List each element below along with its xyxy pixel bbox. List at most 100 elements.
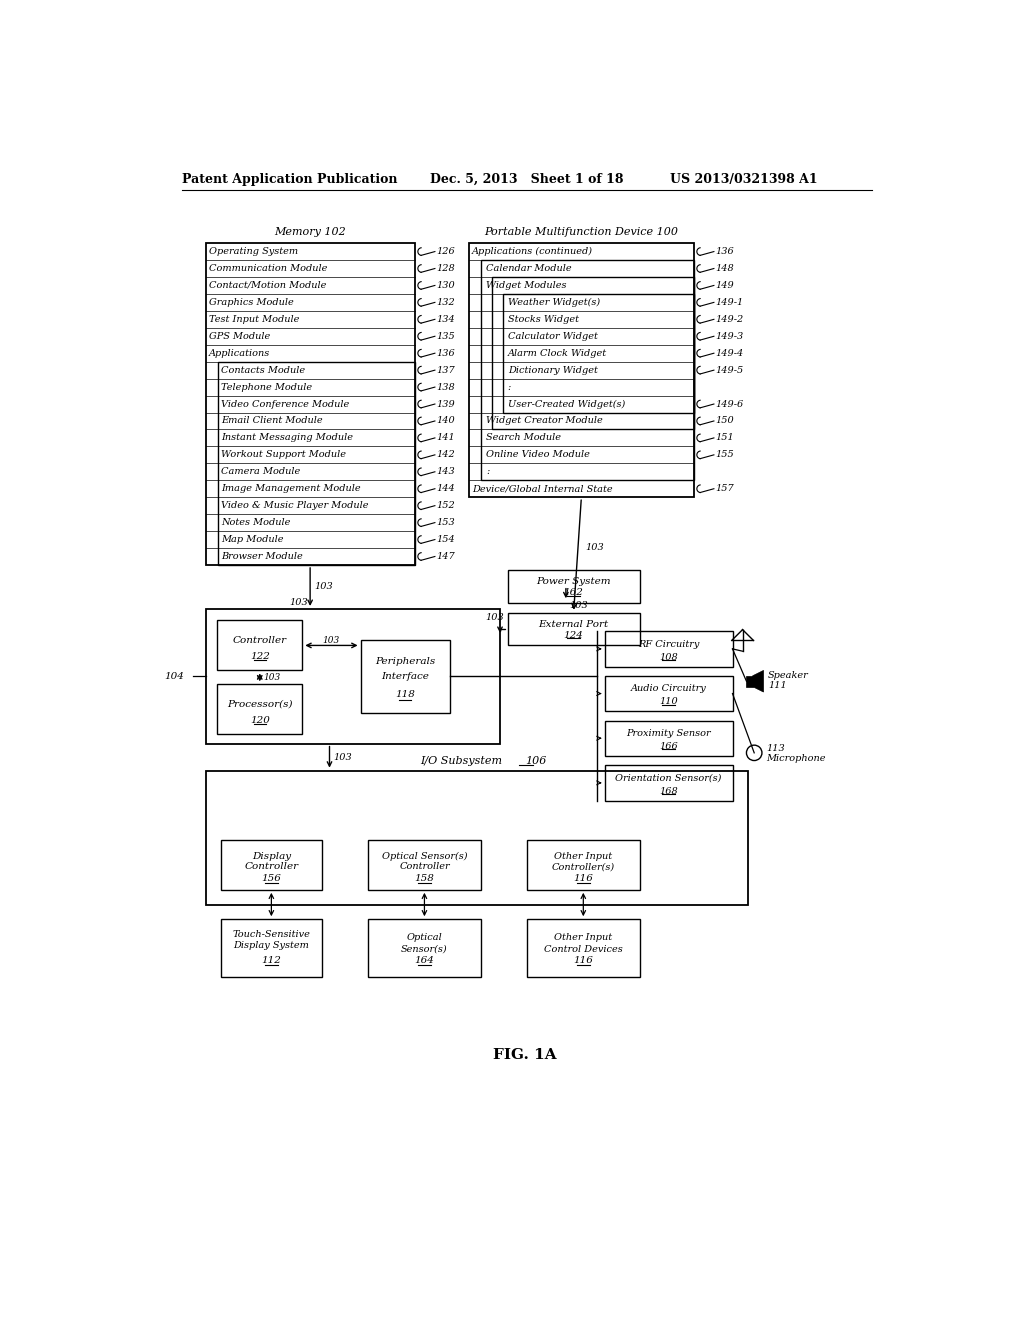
Text: Portable Multifunction Device 100: Portable Multifunction Device 100 xyxy=(484,227,678,238)
Text: 149: 149 xyxy=(716,281,734,290)
Bar xyxy=(604,721,732,756)
Text: 148: 148 xyxy=(716,264,734,273)
Text: Widget Creator Module: Widget Creator Module xyxy=(486,417,603,425)
Text: Weather Widget(s): Weather Widget(s) xyxy=(508,298,600,308)
Text: Calendar Module: Calendar Module xyxy=(486,264,571,273)
Text: Calculator Widget: Calculator Widget xyxy=(508,331,598,341)
Text: 149-3: 149-3 xyxy=(716,331,743,341)
Text: 151: 151 xyxy=(716,433,734,442)
Text: Controller: Controller xyxy=(399,862,450,871)
Text: 149-1: 149-1 xyxy=(716,298,743,306)
Text: Email Client Module: Email Client Module xyxy=(221,417,323,425)
Text: 116: 116 xyxy=(573,874,593,883)
Text: 154: 154 xyxy=(436,535,456,544)
Text: Graphics Module: Graphics Module xyxy=(209,298,293,306)
Text: 166: 166 xyxy=(659,742,678,751)
Text: Microphone: Microphone xyxy=(767,754,826,763)
Text: 144: 144 xyxy=(436,484,456,494)
Bar xyxy=(527,919,640,977)
Text: 158: 158 xyxy=(415,874,434,883)
Text: 103: 103 xyxy=(263,673,281,682)
Text: 141: 141 xyxy=(436,433,456,442)
Text: Display System: Display System xyxy=(233,941,309,950)
Text: Communication Module: Communication Module xyxy=(209,264,327,273)
Bar xyxy=(493,277,693,429)
Text: 153: 153 xyxy=(436,519,456,527)
Text: 149-6: 149-6 xyxy=(716,400,743,408)
Text: 168: 168 xyxy=(659,787,678,796)
Text: Patent Application Publication: Patent Application Publication xyxy=(182,173,397,186)
Bar xyxy=(360,640,450,713)
Text: FIG. 1A: FIG. 1A xyxy=(493,1048,557,1063)
Bar xyxy=(503,294,693,412)
Text: 164: 164 xyxy=(415,956,434,965)
Text: Contacts Module: Contacts Module xyxy=(221,366,305,375)
Text: Control Devices: Control Devices xyxy=(544,945,623,953)
Text: Image Management Module: Image Management Module xyxy=(221,484,360,494)
Text: Online Video Module: Online Video Module xyxy=(486,450,590,459)
Text: 103: 103 xyxy=(289,598,308,607)
Text: Audio Circuitry: Audio Circuitry xyxy=(631,685,707,693)
Text: 111: 111 xyxy=(768,681,786,690)
Text: 103: 103 xyxy=(323,635,340,644)
Text: 138: 138 xyxy=(436,383,456,392)
Text: 136: 136 xyxy=(436,348,456,358)
Text: 103: 103 xyxy=(334,752,352,762)
Bar xyxy=(527,840,640,890)
Bar xyxy=(469,243,693,498)
Text: User-Created Widget(s): User-Created Widget(s) xyxy=(508,400,625,409)
Text: 130: 130 xyxy=(436,281,456,290)
Bar xyxy=(369,919,480,977)
Text: Video Conference Module: Video Conference Module xyxy=(221,400,349,408)
Text: I/O Subsystem: I/O Subsystem xyxy=(420,756,502,767)
Text: 137: 137 xyxy=(436,366,456,375)
Bar xyxy=(217,684,302,734)
Text: Other Input: Other Input xyxy=(554,851,612,861)
Text: Dec. 5, 2013   Sheet 1 of 18: Dec. 5, 2013 Sheet 1 of 18 xyxy=(430,173,624,186)
Text: Contact/Motion Module: Contact/Motion Module xyxy=(209,281,326,290)
Text: Interface: Interface xyxy=(381,672,429,681)
Text: 108: 108 xyxy=(659,652,678,661)
Bar xyxy=(604,676,732,711)
Text: 124: 124 xyxy=(563,631,584,640)
Text: Touch-Sensitive: Touch-Sensitive xyxy=(232,929,310,939)
Text: :: : xyxy=(508,383,511,392)
Bar xyxy=(217,620,302,671)
Text: 116: 116 xyxy=(573,956,593,965)
Text: Sensor(s): Sensor(s) xyxy=(401,945,447,953)
Bar xyxy=(206,609,500,743)
Text: Other Input: Other Input xyxy=(554,933,612,942)
Text: 149-4: 149-4 xyxy=(716,348,743,358)
Text: Stocks Widget: Stocks Widget xyxy=(508,315,579,323)
Text: 103: 103 xyxy=(569,601,589,610)
Text: Notes Module: Notes Module xyxy=(221,519,291,527)
Text: 110: 110 xyxy=(659,697,678,706)
Text: Peripherals: Peripherals xyxy=(375,657,435,667)
Text: Widget Modules: Widget Modules xyxy=(486,281,566,290)
Text: 122: 122 xyxy=(250,652,269,661)
Text: 104: 104 xyxy=(164,672,183,681)
Text: 156: 156 xyxy=(261,874,282,883)
Text: Browser Module: Browser Module xyxy=(221,552,303,561)
Text: 140: 140 xyxy=(436,417,456,425)
Text: Power System: Power System xyxy=(537,577,611,586)
Bar xyxy=(369,840,480,890)
Bar xyxy=(221,840,322,890)
Text: 136: 136 xyxy=(716,247,734,256)
Text: Controller: Controller xyxy=(232,636,287,645)
Text: 149-2: 149-2 xyxy=(716,315,743,323)
Text: 157: 157 xyxy=(716,484,734,494)
Text: 103: 103 xyxy=(586,543,604,552)
Text: Proximity Sensor: Proximity Sensor xyxy=(627,729,711,738)
Text: 126: 126 xyxy=(436,247,456,256)
Text: Search Module: Search Module xyxy=(486,433,561,442)
Text: RF Circuitry: RF Circuitry xyxy=(638,640,699,649)
Text: Display: Display xyxy=(252,851,291,861)
Text: Dictionary Widget: Dictionary Widget xyxy=(508,366,598,375)
Bar xyxy=(604,631,732,667)
Text: 113: 113 xyxy=(767,743,785,752)
Text: 147: 147 xyxy=(436,552,456,561)
Text: Optical: Optical xyxy=(407,933,442,942)
Text: Applications: Applications xyxy=(209,348,270,358)
Bar xyxy=(508,612,640,645)
